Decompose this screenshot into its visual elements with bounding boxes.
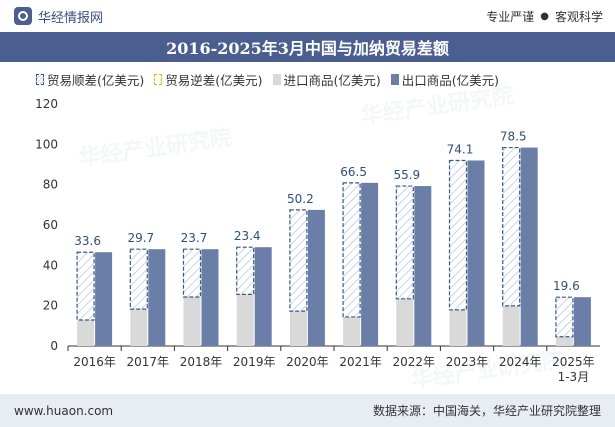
surplus-value-label: 50.2	[287, 192, 314, 206]
x-tick-label: 2024年	[499, 355, 542, 369]
x-tick-label: 2025年 1-3月	[552, 355, 595, 384]
export-bar	[307, 209, 325, 346]
export-bar	[467, 160, 485, 346]
legend-item-export: 出口商品(亿美元)	[390, 70, 500, 89]
x-tick-label: 2023年	[446, 355, 489, 369]
legend-label-export: 出口商品(亿美元)	[401, 72, 500, 88]
legend-label-import: 进口商品(亿美元)	[283, 72, 381, 88]
surplus-bar	[395, 185, 414, 300]
surplus-value-label: 29.7	[127, 231, 154, 245]
tag-objective: 客观科学	[554, 9, 603, 24]
bullet-icon: ●	[540, 10, 549, 22]
legend-item-deficit: 贸易逆差(亿美元)	[154, 70, 263, 89]
y-tick-label: 0	[50, 339, 58, 353]
legend-item-surplus: 贸易顺差(亿美元)	[36, 70, 144, 89]
surplus-bar	[289, 209, 308, 312]
y-tick-label: 40	[43, 258, 58, 272]
brand: 华经情报网	[14, 7, 103, 26]
export-bar	[573, 297, 591, 346]
export-bar	[95, 252, 113, 346]
import-bar	[236, 294, 254, 346]
import-bar	[183, 296, 201, 346]
surplus-bar	[76, 251, 95, 321]
y-tick-label: 80	[43, 178, 58, 192]
x-tick-label: 2021年	[339, 355, 382, 369]
legend-swatch-surplus	[36, 73, 44, 85]
chart-legend: 贸易顺差(亿美元) 贸易逆差(亿美元) 进口商品(亿美元) 出口商品(亿美元)	[36, 70, 596, 88]
x-tick-label: 2019年	[233, 355, 276, 369]
x-tick-label: 2022年	[393, 355, 436, 369]
legend-swatch-export	[390, 73, 399, 85]
surplus-bar	[555, 296, 574, 338]
y-tick-label: 100	[35, 137, 58, 151]
surplus-bar	[342, 182, 361, 318]
export-bar	[361, 182, 379, 346]
chart-title: 2016-2025年3月中国与加纳贸易差额	[0, 32, 615, 62]
legend-label-surplus: 贸易顺差(亿美元)	[47, 72, 145, 88]
legend-swatch-deficit	[154, 73, 163, 85]
import-bar	[396, 298, 414, 346]
surplus-value-label: 19.6	[553, 279, 580, 293]
export-bar	[414, 186, 432, 346]
import-bar	[449, 309, 467, 346]
surplus-value-label: 55.9	[393, 168, 420, 182]
surplus-value-label: 23.7	[181, 231, 208, 245]
y-tick-label: 120	[35, 97, 58, 111]
header-tags: 专业严谨 ● 客观科学	[486, 8, 603, 25]
export-bar	[148, 249, 166, 346]
top-bar: 华经情报网 专业严谨 ● 客观科学	[0, 0, 615, 32]
x-tick-label: 2020年	[286, 355, 329, 369]
export-bar	[254, 247, 272, 346]
x-tick-label: 2018年	[180, 355, 223, 369]
export-bar	[201, 249, 219, 346]
y-tick-label: 60	[43, 218, 58, 232]
footer-website: www.huaon.com	[14, 403, 114, 418]
surplus-bar	[502, 146, 521, 307]
y-tick-label: 20	[43, 299, 58, 313]
label-layer: 33.6 29.7 23.7 23.4 50.2 66.5 55.9 74.1 78.5 19.6	[74, 130, 580, 294]
surplus-value-label: 66.5	[340, 165, 367, 179]
axis-layer: 0 20 40 60 80 100 120 2016年 2017年 2018年 2019年 2020年…	[35, 97, 600, 384]
surplus-value-label: 78.5	[500, 130, 527, 144]
bar-chart: 0 20 40 60 80 100 120 2016年 2017年 2018年 2019年 2020年…	[35, 97, 600, 384]
import-bar	[130, 309, 148, 346]
import-bar	[289, 311, 307, 346]
surplus-bar	[129, 248, 148, 310]
import-bar	[555, 336, 573, 346]
surplus-value-label: 23.4	[234, 229, 261, 243]
import-bar	[502, 305, 520, 346]
tag-professional: 专业严谨	[486, 9, 535, 24]
import-bar	[77, 319, 95, 346]
import-bar	[343, 316, 361, 346]
legend-label-deficit: 贸易逆差(亿美元)	[165, 72, 263, 88]
surplus-bar	[448, 159, 468, 311]
surplus-bar	[236, 246, 255, 295]
export-bar	[520, 147, 538, 346]
surplus-bar	[182, 248, 202, 298]
legend-item-import: 进口商品(亿美元)	[272, 70, 381, 89]
bar-layer	[76, 146, 591, 346]
legend-swatch-import	[272, 73, 281, 85]
footer-source: 数据来源：中国海关，华经产业研究院整理	[372, 404, 601, 418]
footer-bar: www.huaon.com 数据来源：中国海关，华经产业研究院整理	[0, 394, 615, 427]
x-tick-label: 2016年	[73, 355, 116, 369]
x-tick-label: 2017年	[127, 355, 170, 369]
surplus-value-label: 33.6	[74, 234, 101, 248]
surplus-value-label: 74.1	[447, 142, 474, 156]
brand-name: 华经情报网	[38, 10, 104, 26]
brand-logo-icon	[14, 7, 32, 25]
